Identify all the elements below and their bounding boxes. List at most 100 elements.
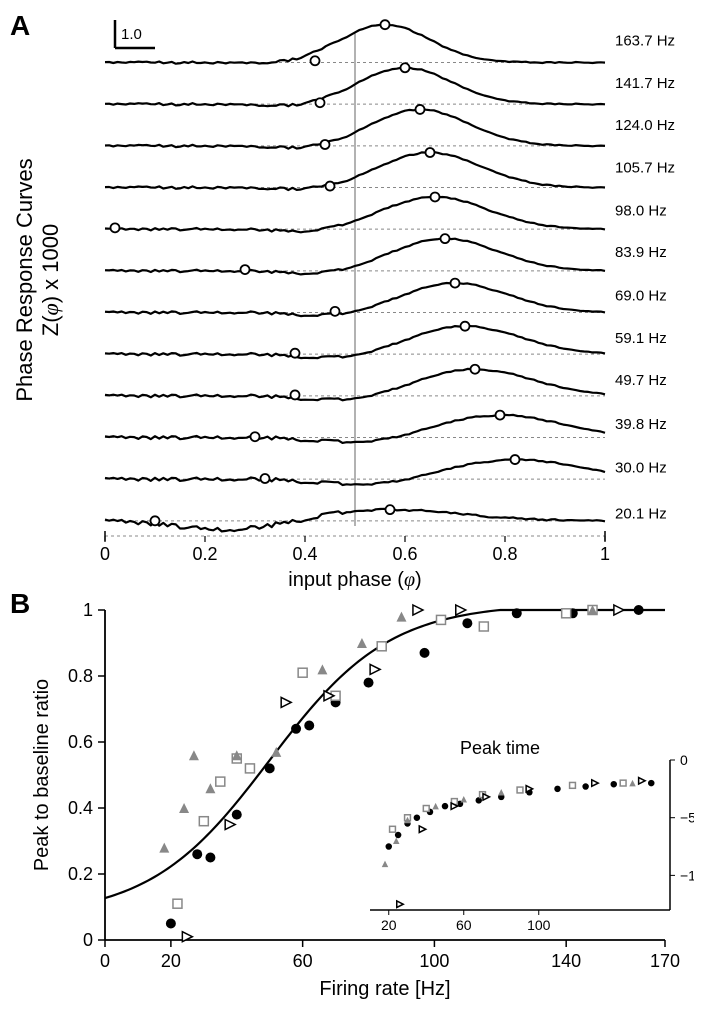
freq-label: 30.0 Hz bbox=[615, 459, 667, 476]
peak-marker-icon bbox=[451, 279, 460, 288]
freq-label: 163.7 Hz bbox=[615, 33, 675, 50]
xtick-label: 0.4 bbox=[292, 544, 317, 564]
xtick-label: 140 bbox=[551, 951, 581, 971]
marker-circle-icon bbox=[192, 849, 202, 859]
freq-label: 98.0 Hz bbox=[615, 202, 667, 219]
panelB-xlabel: Firing rate [Hz] bbox=[319, 978, 450, 1000]
freq-label: 20.1 Hz bbox=[615, 506, 667, 523]
inset-xtick: 20 bbox=[381, 917, 397, 933]
freq-label: 39.8 Hz bbox=[615, 416, 667, 433]
min-marker-icon bbox=[321, 140, 330, 149]
peak-marker-icon bbox=[401, 63, 410, 72]
ytick-label: 0 bbox=[83, 930, 93, 950]
freq-label: 141.7 Hz bbox=[615, 75, 675, 92]
marker-circle-icon bbox=[386, 843, 393, 850]
ytick-label: 1 bbox=[83, 600, 93, 620]
marker-square-icon bbox=[390, 826, 396, 832]
marker-circle-icon bbox=[291, 724, 301, 734]
marker-triangle-right-icon bbox=[413, 605, 423, 615]
marker-triangle-up-icon bbox=[357, 638, 367, 648]
marker-triangle-up-icon bbox=[629, 780, 636, 787]
marker-square-icon bbox=[298, 668, 307, 677]
marker-triangle-right-icon bbox=[639, 778, 646, 785]
marker-circle-icon bbox=[265, 763, 275, 773]
marker-square-icon bbox=[570, 782, 576, 788]
peak-marker-icon bbox=[416, 105, 425, 114]
min-marker-icon bbox=[311, 56, 320, 65]
marker-triangle-up-icon bbox=[396, 612, 406, 622]
inset-xtick: 100 bbox=[527, 917, 551, 933]
inset-ytick: 0 bbox=[680, 752, 688, 768]
marker-triangle-right-icon bbox=[281, 697, 291, 707]
peak-marker-icon bbox=[381, 20, 390, 29]
min-marker-icon bbox=[316, 98, 325, 107]
min-marker-icon bbox=[111, 223, 120, 232]
inset-xtick: 60 bbox=[456, 917, 472, 933]
peak-marker-icon bbox=[426, 148, 435, 157]
marker-circle-icon bbox=[304, 721, 314, 731]
scalebar-label: 1.0 bbox=[121, 26, 142, 43]
marker-triangle-right-icon bbox=[225, 820, 235, 830]
xtick-label: 0.2 bbox=[192, 544, 217, 564]
marker-triangle-right-icon bbox=[397, 901, 404, 908]
marker-square-icon bbox=[173, 899, 182, 908]
marker-circle-icon bbox=[166, 919, 176, 929]
peak-marker-icon bbox=[461, 322, 470, 331]
marker-circle-icon bbox=[611, 781, 618, 788]
marker-triangle-right-icon bbox=[483, 794, 490, 801]
marker-circle-icon bbox=[414, 814, 421, 821]
panelA-ylabel1: Phase Response Curves bbox=[12, 158, 37, 401]
marker-circle-icon bbox=[205, 853, 215, 863]
freq-label: 105.7 Hz bbox=[615, 159, 675, 176]
marker-circle-icon bbox=[582, 783, 589, 790]
peak-marker-icon bbox=[496, 411, 505, 420]
min-marker-icon bbox=[151, 516, 160, 525]
panelA-xlabel: input phase (φ) bbox=[288, 569, 421, 590]
marker-square-icon bbox=[216, 777, 225, 786]
min-marker-icon bbox=[251, 432, 260, 441]
peak-marker-icon bbox=[386, 505, 395, 514]
inset-ytick: −5 bbox=[680, 810, 694, 826]
xtick-label: 0 bbox=[100, 544, 110, 564]
marker-triangle-right-icon bbox=[614, 605, 624, 615]
marker-triangle-up-icon bbox=[498, 789, 505, 796]
min-marker-icon bbox=[326, 182, 335, 191]
marker-triangle-up-icon bbox=[159, 843, 169, 853]
ytick-label: 0.2 bbox=[68, 864, 93, 884]
marker-triangle-up-icon bbox=[461, 796, 468, 803]
marker-triangle-right-icon bbox=[370, 664, 380, 674]
xtick-label: 0.8 bbox=[492, 544, 517, 564]
peak-marker-icon bbox=[511, 455, 520, 464]
xtick-label: 60 bbox=[293, 951, 313, 971]
marker-circle-icon bbox=[554, 786, 561, 793]
ytick-label: 0.4 bbox=[68, 798, 93, 818]
marker-square-icon bbox=[479, 622, 488, 631]
marker-square-icon bbox=[245, 764, 254, 773]
peak-marker-icon bbox=[431, 192, 440, 201]
ytick-label: 0.6 bbox=[68, 732, 93, 752]
marker-triangle-up-icon bbox=[432, 803, 439, 810]
min-marker-icon bbox=[291, 390, 300, 399]
marker-circle-icon bbox=[634, 605, 644, 615]
marker-triangle-right-icon bbox=[419, 826, 426, 833]
ytick-label: 0.8 bbox=[68, 666, 93, 686]
marker-square-icon bbox=[517, 787, 523, 793]
marker-circle-icon bbox=[512, 608, 522, 618]
freq-label: 124.0 Hz bbox=[615, 117, 675, 134]
min-marker-icon bbox=[261, 474, 270, 483]
marker-triangle-up-icon bbox=[317, 664, 327, 674]
xtick-label: 100 bbox=[419, 951, 449, 971]
marker-circle-icon bbox=[232, 810, 242, 820]
marker-circle-icon bbox=[462, 618, 472, 628]
freq-label: 59.1 Hz bbox=[615, 330, 667, 347]
panel-A-svg: Phase Response CurvesZ(φ) x 10001.0163.7… bbox=[10, 10, 694, 590]
figure: A Phase Response CurvesZ(φ) x 10001.0163… bbox=[10, 10, 694, 1013]
peak-marker-icon bbox=[471, 365, 480, 374]
freq-label: 49.7 Hz bbox=[615, 372, 667, 389]
marker-square-icon bbox=[437, 615, 446, 624]
marker-square-icon bbox=[562, 609, 571, 618]
freq-label: 83.9 Hz bbox=[615, 244, 667, 261]
marker-square-icon bbox=[377, 642, 386, 651]
xtick-label: 0.6 bbox=[392, 544, 417, 564]
xtick-label: 170 bbox=[650, 951, 680, 971]
